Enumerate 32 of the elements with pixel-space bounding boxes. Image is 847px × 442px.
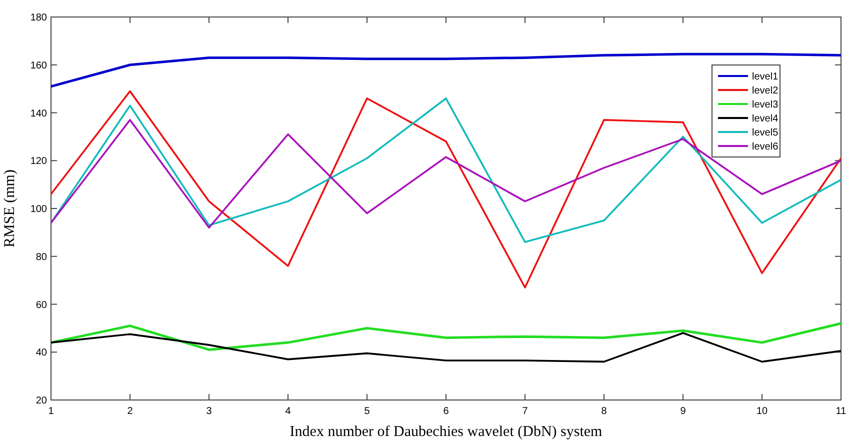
x-tick-label: 5	[364, 406, 370, 417]
x-tick-label: 1	[48, 406, 54, 417]
x-tick-label: 6	[443, 406, 450, 417]
legend-label: level3	[752, 100, 779, 110]
y-tick-label: 20	[36, 396, 48, 406]
y-tick-label: 160	[30, 60, 48, 72]
x-tick-label: 3	[206, 406, 212, 417]
legend-label: level1	[752, 72, 779, 82]
x-tick-label: 9	[680, 406, 686, 417]
y-tick-label: 180	[30, 12, 48, 24]
y-tick-label: 120	[30, 156, 48, 168]
legend-label: level2	[752, 86, 779, 96]
x-tick-label: 10	[756, 406, 768, 417]
y-axis-title: RMSE (mm)	[2, 170, 18, 248]
line-series	[50, 332, 842, 363]
y-tick-label: 80	[36, 252, 48, 263]
y-tick-label: 40	[36, 348, 48, 359]
x-tick-label: 7	[522, 406, 528, 417]
x-tick-label: 4	[285, 406, 292, 417]
y-tick-label: 100	[30, 204, 48, 215]
y-tick-label: 60	[36, 300, 48, 311]
x-axis-title: Index number of Daubechies wavelet (DbN) system	[290, 424, 603, 440]
line-series	[50, 52, 842, 88]
x-tick-label: 2	[127, 406, 134, 417]
x-tick-label: 8	[601, 406, 608, 417]
y-tick-label: 140	[30, 108, 48, 120]
x-tick-label: 11	[836, 406, 847, 417]
legend-label: level4	[752, 114, 779, 124]
line-series	[50, 97, 842, 243]
line-series	[50, 322, 842, 351]
legend-label: level5	[752, 128, 779, 138]
legend-label: level6	[752, 142, 779, 152]
